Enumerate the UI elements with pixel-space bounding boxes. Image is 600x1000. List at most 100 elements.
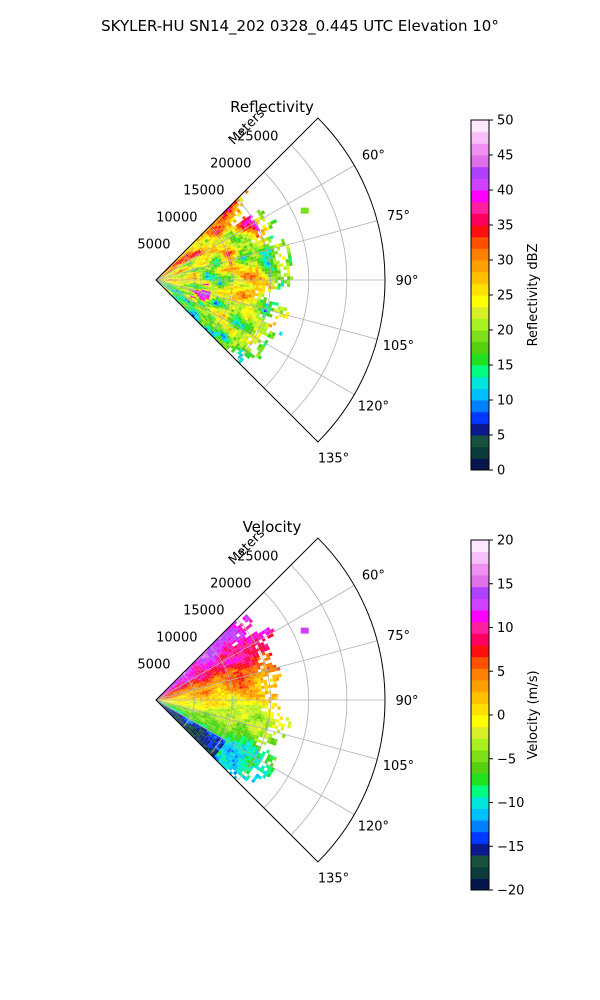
field-bin <box>197 244 201 248</box>
field-bin <box>246 616 251 621</box>
field-bin <box>227 281 231 284</box>
field-bin <box>212 251 216 255</box>
field-bin <box>236 342 241 347</box>
field-bin <box>235 637 240 642</box>
field-bin <box>176 271 180 273</box>
field-bin <box>248 709 253 713</box>
field-bin <box>195 270 199 273</box>
field-bin <box>167 267 171 271</box>
field-bin <box>172 287 176 290</box>
field-bin <box>255 277 260 280</box>
field-bin <box>187 304 191 308</box>
field-bin <box>249 321 253 326</box>
field-bin <box>178 267 182 270</box>
field-bin <box>213 309 218 313</box>
field-bin <box>276 309 281 314</box>
field-bin <box>175 262 179 265</box>
colorbar-segment <box>471 131 489 144</box>
field-bin <box>224 648 229 653</box>
azimuth-tick-label: 120° <box>358 820 389 835</box>
colorbar-tick-label: 0 <box>497 709 505 724</box>
field-bin <box>203 255 208 259</box>
field-bin <box>220 267 224 270</box>
field-bin <box>231 247 235 251</box>
field-bin <box>217 271 222 274</box>
field-bin <box>249 274 253 278</box>
field-bin <box>211 314 215 318</box>
field-bin <box>250 256 254 260</box>
field-bin <box>201 659 205 663</box>
field-bin <box>182 301 186 305</box>
field-bin <box>238 314 243 319</box>
field-bin <box>193 293 198 296</box>
field-bin <box>247 309 251 314</box>
field-bin <box>230 254 234 258</box>
field-bin <box>198 661 203 665</box>
field-bin <box>247 259 252 263</box>
field-bin <box>235 235 240 239</box>
field-bin <box>243 644 248 649</box>
field-bin <box>216 317 220 321</box>
field-bin <box>284 280 288 284</box>
field-bin <box>230 245 234 249</box>
field-bin <box>218 662 222 666</box>
field-bin <box>177 280 181 282</box>
field-bin <box>246 275 250 278</box>
field-bin <box>234 631 239 636</box>
radial-tick-label: 25000 <box>237 130 278 145</box>
field-bin <box>265 277 269 280</box>
field-bin <box>219 338 224 343</box>
field-bin <box>187 247 191 251</box>
field-bin <box>207 266 211 269</box>
field-bin <box>273 680 277 685</box>
field-bin <box>207 289 212 292</box>
field-bin <box>201 268 205 271</box>
field-bin <box>224 287 228 290</box>
field-bin <box>253 311 257 316</box>
field-bin <box>260 713 265 718</box>
field-bin <box>239 291 243 294</box>
field-bin <box>222 211 227 216</box>
field-bin <box>162 280 166 282</box>
field-bin <box>224 228 229 233</box>
field-bin <box>217 289 221 292</box>
field-bin <box>246 229 251 234</box>
field-bin <box>188 668 192 672</box>
field-bin <box>166 286 170 289</box>
field-bin <box>187 276 191 278</box>
field-bin <box>220 265 224 268</box>
field-bin <box>203 295 207 298</box>
field-bin <box>244 298 248 302</box>
field-bin <box>258 290 262 294</box>
field-bin <box>239 312 244 316</box>
field-bin <box>180 282 184 284</box>
field-bin <box>265 282 269 286</box>
colorbar-segment <box>471 551 489 564</box>
field-bin <box>229 304 234 308</box>
field-bin <box>182 675 186 679</box>
field-bin <box>177 264 180 267</box>
field-bin <box>237 651 242 656</box>
field-bin <box>177 276 181 278</box>
field-bin <box>214 242 219 246</box>
field-bin <box>169 265 173 268</box>
field-bin <box>234 328 239 333</box>
colorbar-tick-label: 10 <box>497 394 514 409</box>
field-bin <box>222 631 227 636</box>
field-bin <box>230 226 235 231</box>
field-bin <box>208 282 213 285</box>
field-bin <box>221 235 226 240</box>
field-bin <box>224 703 228 706</box>
field-bin <box>227 283 231 286</box>
field-bin <box>262 274 266 278</box>
field-bin <box>200 669 204 673</box>
field-bin <box>233 340 238 345</box>
field-bin <box>246 272 250 276</box>
field-bin <box>176 270 180 273</box>
field-bin <box>173 285 177 287</box>
field-bin <box>203 249 208 252</box>
field-bin <box>180 679 184 682</box>
field-bin <box>208 318 212 322</box>
field-bin <box>246 312 251 316</box>
field-bin <box>207 257 212 260</box>
